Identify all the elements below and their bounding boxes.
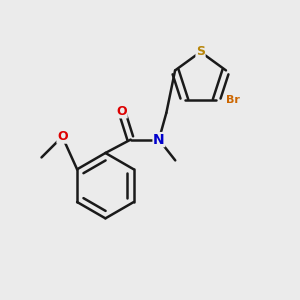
Text: O: O: [116, 105, 127, 118]
Text: N: N: [153, 133, 165, 147]
Text: S: S: [196, 45, 205, 58]
Text: O: O: [57, 130, 68, 143]
Text: Br: Br: [226, 95, 239, 105]
